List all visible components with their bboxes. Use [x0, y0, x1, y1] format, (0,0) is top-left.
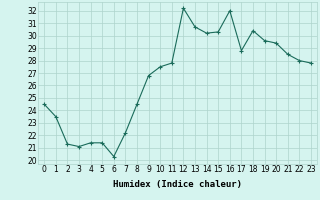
X-axis label: Humidex (Indice chaleur): Humidex (Indice chaleur): [113, 180, 242, 189]
